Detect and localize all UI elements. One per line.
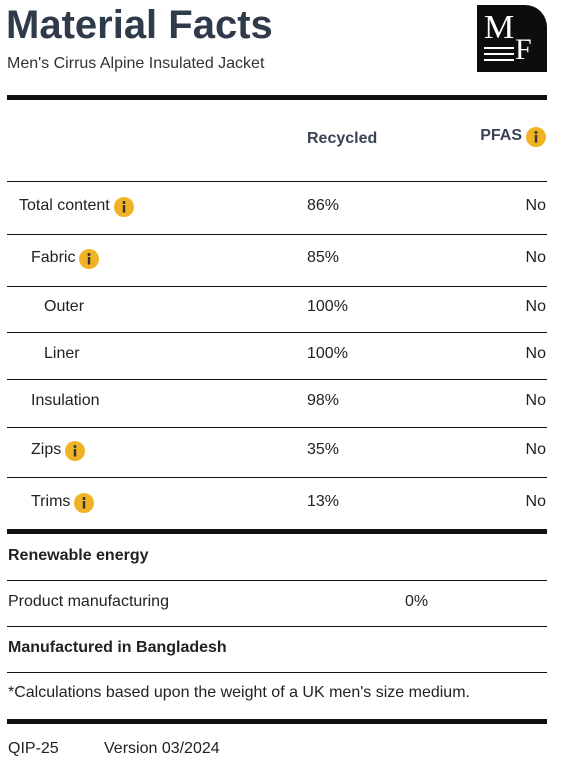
info-dot — [82, 497, 86, 500]
recycled-value: 85% — [307, 249, 340, 266]
info-icon[interactable] — [114, 196, 134, 217]
recycled-value: 100% — [307, 344, 348, 362]
footnote: *Calculations based upon the weight of a… — [8, 684, 470, 701]
info-icon[interactable] — [65, 441, 85, 461]
recycled-value: 98% — [307, 392, 340, 409]
energy-value: 0% — [405, 593, 429, 610]
pfas-value: No — [525, 298, 546, 315]
info-icon[interactable] — [74, 493, 94, 513]
rule — [7, 285, 547, 287]
logo-m: M — [484, 9, 515, 46]
rule — [7, 671, 547, 673]
column-header: Recycled — [307, 130, 378, 147]
title: Material Facts — [6, 3, 273, 47]
rule — [7, 625, 547, 627]
info-stem — [122, 204, 126, 212]
pfas-value: No — [525, 441, 546, 458]
pfas-value: No — [525, 392, 546, 409]
row-label: Insulation — [31, 392, 100, 409]
logo-line — [484, 53, 514, 55]
row-label: Product manufacturing — [8, 593, 169, 610]
logo: M F — [477, 5, 547, 72]
info-icon[interactable] — [79, 249, 99, 269]
info-dot — [87, 253, 91, 256]
recycled-value: 35% — [307, 441, 340, 458]
rule — [7, 233, 547, 235]
pfas-value: No — [525, 493, 546, 510]
info-icon[interactable] — [526, 127, 546, 147]
rule — [7, 180, 547, 182]
row-label: Total content — [19, 196, 110, 214]
row-label: Outer — [44, 298, 85, 315]
subtitle: Men's Cirrus Alpine Insulated Jacket — [7, 55, 265, 72]
pfas-value: No — [525, 196, 546, 214]
rule — [7, 426, 547, 428]
section-heading: Manufactured in Bangladesh — [8, 639, 227, 656]
footer-code: QIP-25 — [8, 740, 59, 757]
recycled-value: 13% — [307, 493, 340, 510]
info-stem — [87, 257, 91, 265]
logo-f: F — [515, 33, 532, 66]
row-label: Trims — [31, 493, 71, 510]
info-dot — [73, 445, 77, 448]
row-label: Zips — [31, 441, 62, 458]
info-dot — [534, 131, 538, 134]
rule — [7, 579, 547, 581]
section-heading: Renewable energy — [8, 547, 149, 564]
pfas-value: No — [525, 344, 546, 362]
rule — [7, 476, 547, 478]
logo-line — [484, 59, 514, 61]
row-label: Liner — [44, 344, 80, 362]
column-header: PFAS — [480, 127, 522, 144]
row-label: Fabric — [31, 249, 76, 266]
info-dot — [122, 200, 126, 204]
rule — [7, 378, 547, 380]
info-stem — [534, 135, 538, 143]
info-stem — [73, 449, 77, 457]
thick-rule — [7, 528, 547, 534]
recycled-value: 86% — [307, 196, 340, 214]
thick-rule — [7, 94, 547, 100]
recycled-value: 100% — [307, 298, 348, 315]
footer-version: Version 03/2024 — [104, 740, 220, 757]
info-stem — [82, 501, 86, 509]
logo-line — [484, 47, 514, 49]
rule — [7, 331, 547, 333]
pfas-value: No — [525, 249, 546, 266]
thick-rule — [7, 718, 547, 724]
